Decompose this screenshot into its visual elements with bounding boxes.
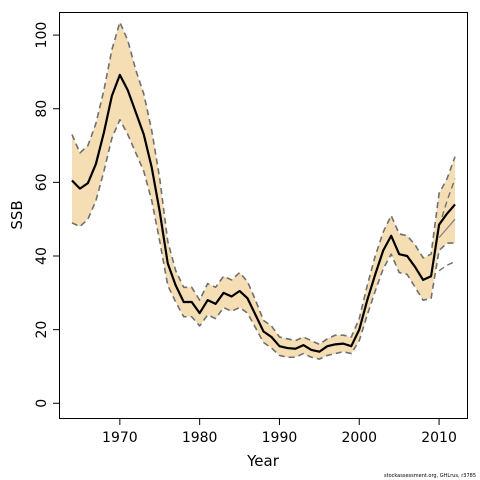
- x-tick-label: 1990: [262, 430, 298, 446]
- y-tick-label: 40: [34, 247, 50, 265]
- y-tick-label: 0: [34, 399, 50, 408]
- lower-ci-line: [71, 118, 456, 360]
- x-axis: 1970 1980 1990 2000 2010: [102, 418, 457, 446]
- y-tick-label: 80: [34, 100, 50, 118]
- secondary-estimate-line: [438, 218, 456, 238]
- x-tick-label: 1980: [182, 430, 218, 446]
- y-axis-title: SSB: [8, 200, 26, 229]
- secondary-lower-line: [438, 260, 456, 272]
- y-tick-label: 60: [34, 173, 50, 191]
- ssb-estimate-line: [71, 73, 456, 353]
- y-axis: 0 20 40 60 80 100: [34, 22, 60, 408]
- x-tick-label: 2010: [421, 430, 457, 446]
- x-tick-label: 2000: [341, 430, 377, 446]
- footnote: stockassessment.org, GHLrus, r3785: [384, 473, 476, 479]
- y-tick-label: 100: [34, 22, 50, 49]
- x-axis-title: Year: [246, 452, 280, 470]
- upper-ci-line: [71, 21, 456, 346]
- y-tick-label: 20: [34, 321, 50, 339]
- plot-frame: [59, 12, 468, 419]
- confidence-band: [71, 22, 456, 360]
- secondary-upper-line: [438, 178, 456, 227]
- x-tick-label: 1970: [102, 430, 138, 446]
- plot-layer: [71, 21, 456, 360]
